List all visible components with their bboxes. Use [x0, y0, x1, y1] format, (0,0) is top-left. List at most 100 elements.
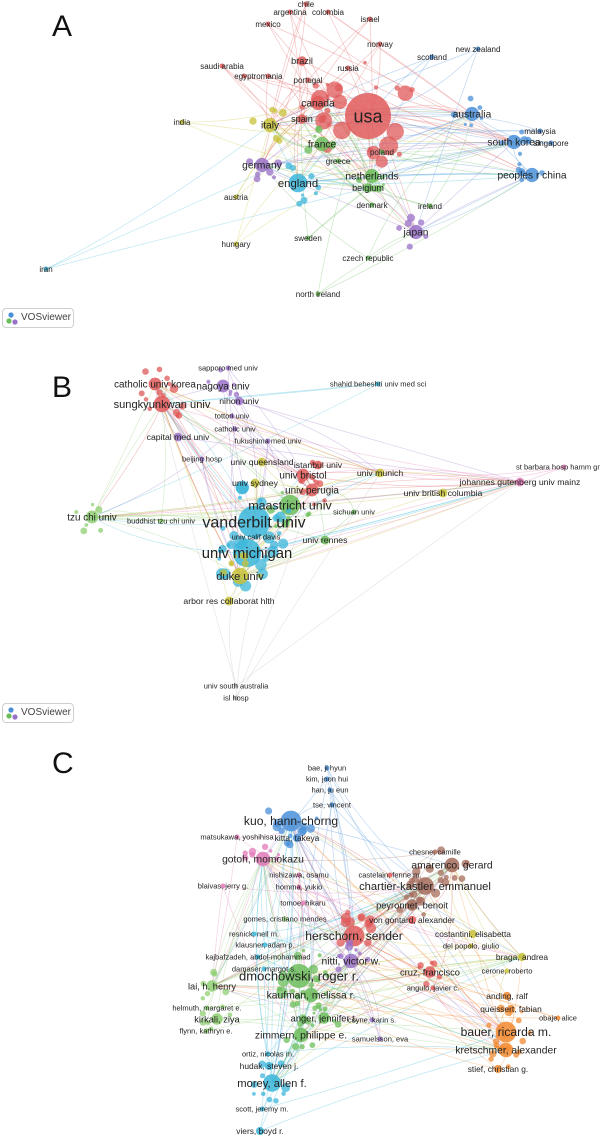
node-label-czech-republic[interactable]: czech republic [342, 254, 393, 263]
node-label-stief-christian-g[interactable]: stief, christian g. [468, 1064, 529, 1074]
node-tomoe-hikaru[interactable] [300, 900, 306, 906]
node-label-flynn-kathryn-e[interactable]: flynn, kathryn e. [180, 1027, 233, 1036]
node-label-del-popolo-giulio[interactable]: del popolo, giulio [443, 942, 499, 951]
node-kitta-takeya[interactable] [292, 833, 302, 843]
node-north-ireland[interactable] [315, 291, 321, 297]
node-label-maastricht-univ[interactable]: maastricht univ [248, 498, 332, 512]
node-label-nihon-univ[interactable]: nihon univ [219, 396, 259, 406]
node-label-belgium[interactable]: belgium [352, 183, 384, 193]
node-univ-perugia[interactable] [305, 483, 319, 497]
node-label-braga-andrea[interactable]: braga, andrea [496, 952, 548, 962]
node-label-portugal[interactable]: portugal [294, 76, 323, 85]
node-label-univ-queensland[interactable]: univ queensland [230, 457, 293, 467]
node-peyronnet-benoit[interactable] [406, 899, 418, 911]
node-label-sungkyunkwan-univ[interactable]: sungkyunkwan univ [114, 399, 211, 411]
node-sungkyunkwan-univ[interactable] [153, 395, 171, 413]
node-lai-h-henry[interactable] [206, 980, 218, 992]
node-label-japan[interactable]: japan [403, 228, 429, 239]
node-label-england[interactable]: england [278, 178, 318, 190]
node-label-chesne-camille[interactable]: chesne, camille [409, 848, 461, 857]
node-brazil[interactable] [297, 56, 307, 66]
node-label-chartier-kastler-emmanuel[interactable]: chartier-kastler, emmanuel [359, 881, 491, 893]
node-coyne-karin-s[interactable] [369, 1017, 375, 1023]
node-bauer-ricarda-m[interactable] [495, 1021, 517, 1043]
node-portugal[interactable] [305, 77, 311, 83]
node-label-usa[interactable]: usa [353, 106, 383, 126]
node-anding-ralf[interactable] [502, 991, 512, 1001]
node-label-singapore[interactable]: singapore [533, 139, 569, 148]
node-von-gontard-alexander[interactable] [407, 915, 417, 925]
node-czech-republic[interactable] [365, 255, 371, 261]
node-label-klausner-adam-p[interactable]: klausner, adam p. [235, 941, 294, 950]
node-kuo-hann-chorng[interactable] [280, 810, 302, 832]
node-label-poland[interactable]: poland [370, 148, 394, 157]
node-label-israel[interactable]: israel [360, 15, 379, 24]
node-univ-british-columbia[interactable] [438, 488, 448, 498]
node-label-netherlands[interactable]: netherlands [345, 172, 398, 183]
node-label-univ-rennes[interactable]: univ rennes [303, 535, 349, 545]
node-mexico[interactable] [265, 21, 271, 27]
node-matsukawa-yoshihisa[interactable] [234, 834, 240, 840]
node-label-gomes-cristiano-mendes[interactable]: gomes, cristiano mendes [243, 915, 327, 924]
node-label-peoples-r-china[interactable]: peoples r china [497, 171, 566, 182]
node-label-tzu-chi-univ[interactable]: tzu chi univ [67, 512, 116, 523]
node-label-shahid-beheshti-univ-med-sci[interactable]: shahid beheshti univ med sci [330, 380, 427, 389]
node-label-anger-jennifer-t[interactable]: anger, jennifer t. [291, 1013, 358, 1023]
node-stief-christian-g[interactable] [493, 1064, 503, 1074]
node-univ-queensland[interactable] [257, 457, 267, 467]
node-castelain-fenne-m[interactable] [387, 872, 393, 878]
node-label-egypt[interactable]: egypt [234, 72, 254, 81]
node-sichuan-univ[interactable] [351, 509, 357, 515]
node-capital-med-univ[interactable] [173, 432, 183, 442]
node-nishizawa-osamu[interactable] [296, 872, 302, 878]
node-label-lai-h-henry[interactable]: lai, h. henry [188, 981, 236, 991]
node-label-von-gontard-alexander[interactable]: von gontard, alexander [369, 915, 455, 925]
node-label-univ-sydney[interactable]: univ sydney [232, 478, 279, 488]
node-colombia[interactable] [325, 9, 331, 15]
node-label-cerone-roberto[interactable]: cerone, roberto [482, 967, 533, 976]
node-label-morey-allen-f[interactable]: morey, allen f. [237, 1078, 306, 1090]
node-israel[interactable] [367, 16, 373, 22]
node-isl-hosp[interactable] [233, 695, 239, 701]
node-poland[interactable] [379, 149, 385, 155]
node-label-south-korea[interactable]: south korea [487, 138, 541, 149]
node-helmuth-margaret-e[interactable] [204, 1005, 210, 1011]
node-univ-munich[interactable] [375, 468, 385, 478]
node-label-resnick-neil-m[interactable]: resnick, neil m. [229, 930, 279, 939]
node-label-saudi-arabia[interactable]: saudi arabia [200, 62, 244, 71]
node-kaufman-melissa-r[interactable] [303, 987, 319, 1003]
node-maastricht-univ[interactable] [279, 494, 301, 516]
node-kretschmer-alexander[interactable] [498, 1042, 514, 1058]
node-label-arbor-res-collaborat-hlth[interactable]: arbor res collaborat hlth [183, 596, 274, 606]
node-malaysia[interactable] [537, 128, 543, 134]
node-label-gotoh-momokazu[interactable]: gotoh, momokazu [222, 855, 304, 866]
node-bae-ji-hyun[interactable] [324, 765, 330, 771]
node-label-coyne-karin-s[interactable]: coyne, karin s. [348, 1016, 396, 1025]
node-france[interactable] [314, 136, 330, 152]
node-label-univ-british-columbia[interactable]: univ british columbia [404, 488, 483, 498]
node-morey-allen-f[interactable] [263, 1074, 281, 1092]
node-label-kuo-hann-chorng[interactable]: kuo, hann-chorng [244, 814, 338, 828]
node-label-amarenco-gerard[interactable]: amarenco, gerard [411, 861, 493, 872]
node-denmark[interactable] [369, 202, 375, 208]
node-tzu-chi-univ[interactable] [85, 510, 99, 524]
node-england[interactable] [288, 173, 308, 193]
node-flynn-kathryn-e[interactable] [203, 1028, 209, 1034]
node-label-univ-bristol[interactable]: univ bristol [279, 470, 326, 481]
node-hudak-steven-j[interactable] [264, 1061, 274, 1071]
node-label-bae-ji-hyun[interactable]: bae, ji hyun [308, 764, 346, 773]
node-label-dmochowski-roger-r[interactable]: dmochowski, roger r. [239, 969, 359, 984]
node-label-fukushima-med-univ[interactable]: fukushima med univ [235, 437, 302, 446]
node-iran[interactable] [43, 266, 49, 272]
node-label-univ-south-australia[interactable]: univ south australia [204, 682, 269, 691]
node-label-istanbul-univ[interactable]: istanbul univ [294, 460, 343, 470]
node-label-han-ju-eun[interactable]: han, ju eun [311, 786, 348, 795]
node-label-nishizawa-osamu[interactable]: nishizawa, osamu [269, 871, 329, 880]
node-label-obaje-alice[interactable]: obaje, alice [539, 1014, 577, 1023]
node-label-chile[interactable]: chile [298, 0, 315, 9]
node-dmochowski-roger-r[interactable] [287, 964, 311, 988]
node-viers-boyd-r[interactable] [255, 1126, 265, 1136]
node-label-st-barbara-hosp-hamm-gmbh[interactable]: st barbara hosp hamm gmbh [516, 463, 600, 472]
node-label-kirkali-ziya[interactable]: kirkali, ziya [194, 1014, 240, 1024]
node-ortiz-nicolas-m[interactable] [265, 1051, 271, 1057]
